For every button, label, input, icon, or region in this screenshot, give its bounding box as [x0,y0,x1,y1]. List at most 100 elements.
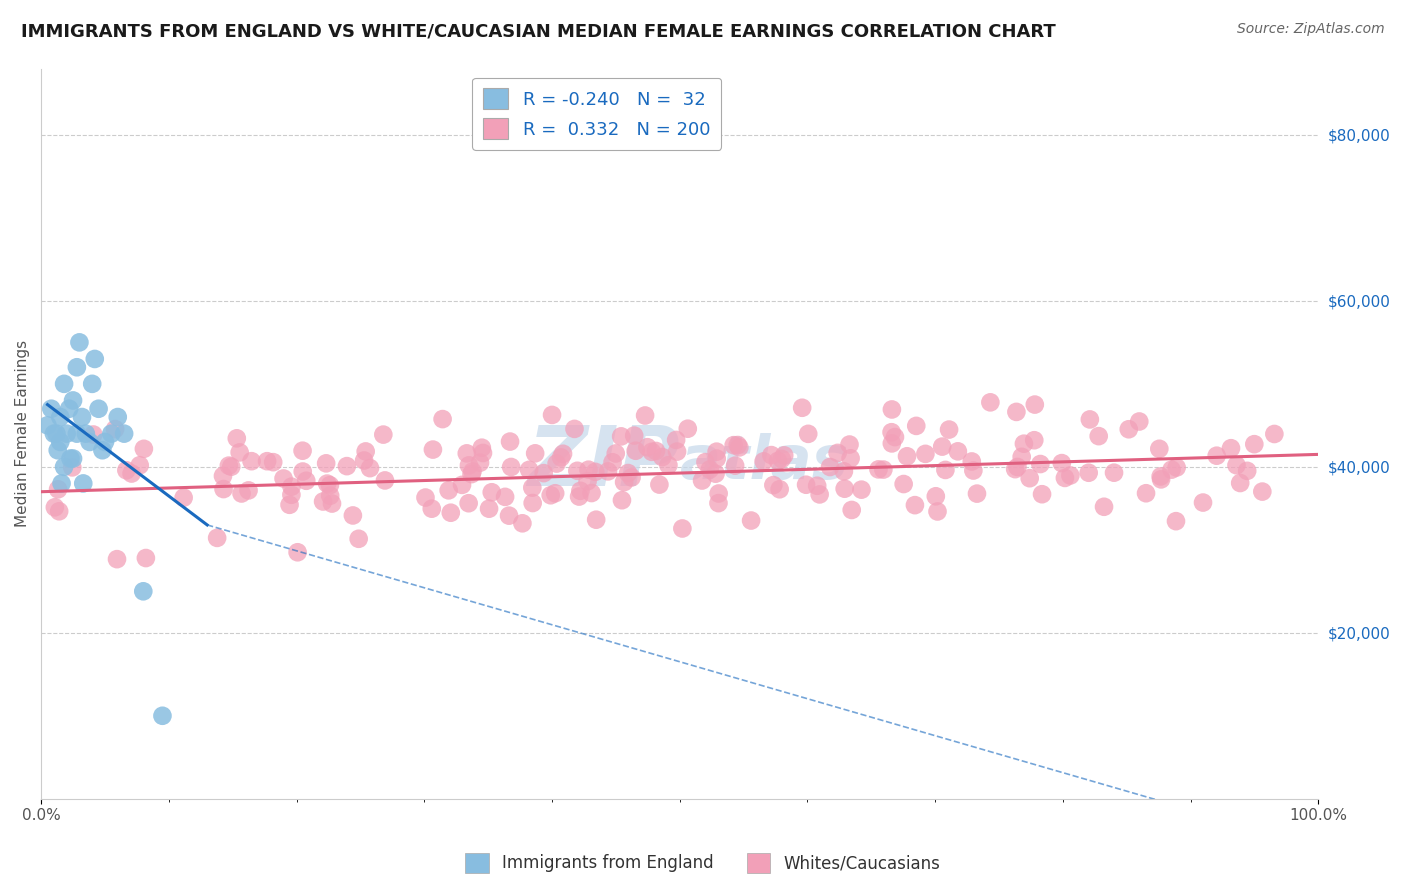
Point [468,456,491,470]
Point [205,531,228,545]
Point [578,463,600,477]
Point [420,501,443,516]
Point [620,470,643,484]
Point [256,454,278,468]
Point [1029,457,1052,471]
Point [797,426,820,441]
Point [583,465,606,479]
Text: IMMIGRANTS FROM ENGLAND VS WHITE/CAUCASIAN MEDIAN FEMALE EARNINGS CORRELATION CH: IMMIGRANTS FROM ENGLAND VS WHITE/CAUCASI… [21,22,1056,40]
Text: Source: ZipAtlas.com: Source: ZipAtlas.com [1237,22,1385,37]
Point [354,444,377,458]
Point [792,401,814,415]
Point [868,462,890,476]
Point [353,453,375,467]
Point [374,474,396,488]
Point [105,552,128,566]
Point [657,458,679,472]
Point [440,506,463,520]
Point [121,467,143,481]
Point [359,461,381,475]
Point [884,430,907,444]
Point [617,466,640,480]
Point [231,486,253,500]
Point [517,463,540,477]
Point [927,504,949,518]
Point [316,476,339,491]
Point [319,478,342,492]
Point [818,460,841,475]
Point [880,402,903,417]
Point [45,426,67,441]
Point [966,486,988,500]
Point [1251,484,1274,499]
Point [498,508,520,523]
Point [112,426,135,441]
Point [437,483,460,498]
Point [291,443,314,458]
Point [278,498,301,512]
Point [512,516,534,531]
Point [262,455,284,469]
Point [979,395,1001,409]
Point [740,514,762,528]
Point [794,477,817,491]
Point [648,477,671,491]
Point [460,467,482,482]
Point [808,487,831,501]
Point [1011,450,1033,464]
Point [219,459,242,474]
Point [60,460,83,475]
Text: atlas: atlas [679,434,849,492]
Point [752,454,775,468]
Point [1128,415,1150,429]
Point [832,464,855,478]
Point [1150,469,1173,483]
Point [104,422,127,436]
Point [461,465,484,479]
Point [212,469,235,483]
Point [1092,500,1115,514]
Point [457,496,479,510]
Point [82,376,104,391]
Legend: Immigrants from England, Whites/Caucasians: Immigrants from England, Whites/Caucasia… [458,847,948,880]
Point [458,458,481,473]
Point [567,464,589,478]
Point [1164,514,1187,528]
Point [1135,486,1157,500]
Point [82,427,104,442]
Point [707,496,730,510]
Point [671,521,693,535]
Point [280,480,302,494]
Point [44,500,66,515]
Point [336,459,359,474]
Point [152,708,174,723]
Point [699,462,721,476]
Point [225,431,247,445]
Point [624,443,647,458]
Point [676,422,699,436]
Point [128,458,150,473]
Point [46,483,69,497]
Point [499,434,522,449]
Point [533,466,555,480]
Point [541,408,564,422]
Point [94,434,117,449]
Point [1192,495,1215,509]
Point [524,446,547,460]
Point [769,483,792,497]
Point [87,401,110,416]
Point [1087,429,1109,443]
Point [62,393,84,408]
Point [280,488,302,502]
Point [472,446,495,460]
Point [925,489,948,503]
Point [67,335,90,350]
Point [478,501,501,516]
Text: ZIP: ZIP [527,422,679,503]
Point [72,476,94,491]
Point [70,410,93,425]
Point [1031,487,1053,501]
Point [613,475,636,489]
Point [585,513,607,527]
Point [49,410,72,425]
